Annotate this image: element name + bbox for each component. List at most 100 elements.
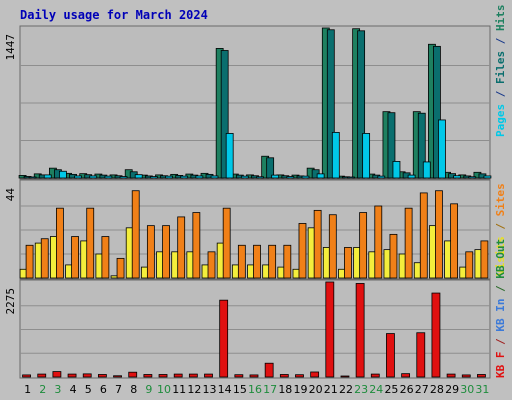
bar-kb-f	[219, 299, 229, 378]
legend-entry: KB In	[494, 299, 507, 332]
bar-pages	[104, 175, 113, 179]
bar-kb-f	[279, 374, 289, 378]
bar-pages	[256, 176, 264, 179]
bar-files	[220, 50, 229, 179]
x-tick-label: 31	[475, 383, 489, 396]
bar-pages	[165, 175, 173, 179]
legend-entry: /	[494, 279, 507, 299]
x-tick-label: 2	[39, 383, 46, 396]
bar-pages	[453, 175, 461, 179]
bar-kb-f	[325, 281, 335, 378]
legend-entry: Pages	[494, 104, 507, 137]
legend-entry: /	[494, 31, 507, 51]
bar-sites	[131, 190, 140, 279]
bar-pages	[483, 175, 492, 179]
bar-files	[326, 29, 335, 179]
x-tick-label: 11	[172, 383, 186, 396]
bar-pages	[377, 175, 386, 179]
x-tick-label: 20	[309, 383, 323, 396]
y-max-label: 44	[4, 188, 17, 202]
bar-pages	[43, 174, 52, 179]
legend-entry: /	[494, 332, 507, 352]
x-tick-label: 5	[85, 383, 92, 396]
x-tick-label: 22	[339, 383, 353, 396]
bar-kb-f	[310, 371, 320, 378]
bar-pages	[240, 175, 249, 179]
bar-pages	[331, 131, 340, 179]
bar-sites	[359, 212, 368, 279]
bar-sites	[237, 244, 246, 279]
bar-pages	[89, 175, 98, 179]
bar-sites	[328, 214, 337, 279]
legend-hits-files-pages: Pages / Files / Hits	[494, 5, 507, 138]
bar-kb-f	[82, 373, 92, 378]
bar-sites	[404, 207, 413, 279]
bar-sites	[283, 244, 292, 279]
x-tick-label: 4	[70, 383, 77, 396]
bar-files	[357, 30, 366, 179]
bar-files	[417, 112, 426, 179]
x-tick-label: 8	[130, 383, 137, 396]
legend-entry: Visits	[494, 236, 507, 276]
bar-sites	[480, 240, 489, 279]
x-tick-label: 19	[293, 383, 307, 396]
bar-sites	[222, 207, 231, 279]
bar-pages	[438, 119, 446, 179]
bar-files	[266, 157, 275, 179]
bar-pages	[74, 175, 82, 179]
bar-sites	[435, 190, 443, 279]
bar-pages	[422, 161, 431, 179]
bar-pages	[271, 174, 280, 179]
legend-entry: /	[494, 84, 507, 104]
bar-kb-f	[37, 373, 47, 378]
x-tick-label: 6	[100, 383, 107, 396]
legend-entry: KB F	[494, 352, 507, 379]
x-tick-label: 25	[384, 383, 398, 396]
bar-kb-f	[188, 373, 198, 378]
bar-pages	[301, 175, 310, 179]
bar-pages	[362, 133, 371, 179]
bar-sites	[298, 223, 307, 279]
bar-pages	[392, 161, 401, 179]
bar-kb-f	[113, 375, 122, 378]
bar-kb-f	[295, 374, 304, 378]
x-tick-label: 27	[415, 383, 429, 396]
bar-kb-f	[22, 374, 31, 378]
bar-kb-f	[234, 374, 244, 378]
bar-sites	[419, 192, 428, 279]
bar-pages	[347, 176, 355, 179]
bar-sites	[177, 216, 186, 279]
bar-pages	[286, 176, 295, 179]
bar-sites	[253, 244, 261, 279]
bar-sites	[40, 238, 49, 279]
bar-sites	[313, 209, 322, 279]
bar-sites	[374, 205, 383, 279]
bar-files	[433, 45, 441, 179]
bar-sites	[146, 225, 155, 279]
bar-kb-f	[158, 374, 168, 378]
bar-kb-f	[340, 375, 350, 378]
bar-sites	[25, 244, 34, 279]
bar-pages	[134, 174, 143, 179]
x-tick-label: 26	[400, 383, 414, 396]
bar-pages	[180, 175, 189, 179]
x-tick-label: 1	[24, 383, 31, 396]
x-tick-label: 3	[54, 383, 61, 396]
bar-pages	[59, 170, 67, 179]
x-tick-label: 16	[248, 383, 262, 396]
x-tick-label: 17	[263, 383, 277, 396]
bar-kb-f	[461, 374, 471, 378]
bar-kb-f	[97, 374, 107, 378]
bar-sites	[389, 233, 398, 279]
legend-kbytes: KB F / KB In / KB Out	[494, 239, 507, 378]
x-tick-label: 29	[445, 383, 459, 396]
bar-kb-f	[446, 373, 456, 378]
x-tick-label: 18	[278, 383, 292, 396]
bar-kb-f	[173, 373, 183, 378]
bar-pages	[225, 133, 234, 179]
x-tick-label: 12	[187, 383, 201, 396]
bar-kb-f	[128, 371, 138, 378]
bar-kb-f	[416, 332, 426, 378]
x-tick-label: 30	[460, 383, 474, 396]
x-tick-label: 21	[324, 383, 338, 396]
